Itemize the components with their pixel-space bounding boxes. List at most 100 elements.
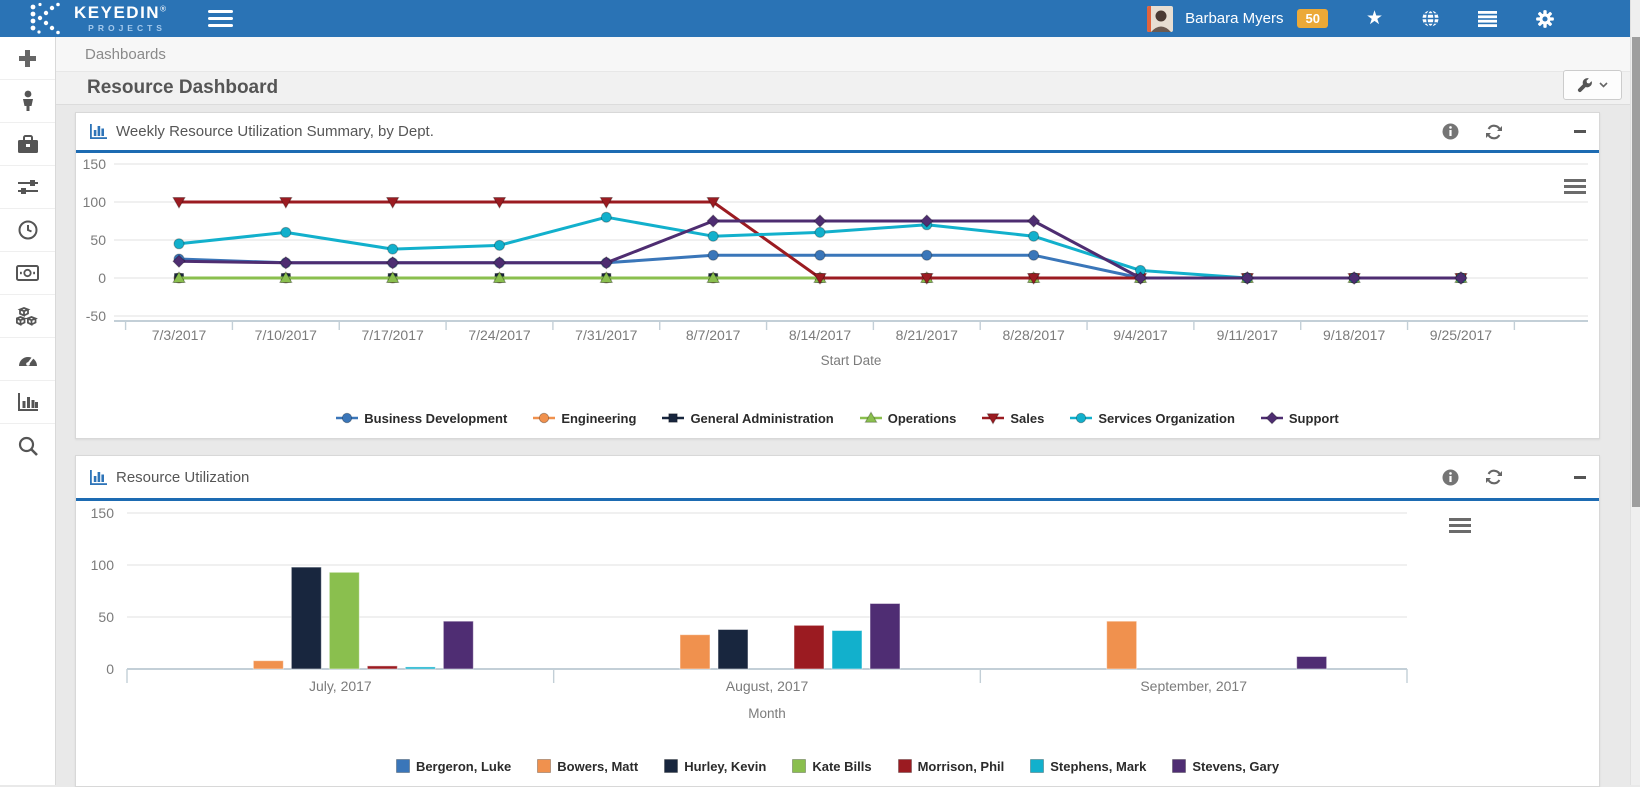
user-name[interactable]: Barbara Myers bbox=[1185, 10, 1284, 27]
brand-name: KEYEDIN bbox=[74, 3, 161, 23]
notification-count-badge[interactable]: 50 bbox=[1297, 9, 1328, 28]
briefcase-icon bbox=[17, 134, 38, 153]
search-icon bbox=[18, 436, 38, 456]
bar-chart-icon bbox=[17, 393, 38, 411]
sidebar-item-resources[interactable] bbox=[0, 80, 55, 123]
sidebar-item-dashboards[interactable] bbox=[0, 338, 55, 381]
sidebar-item-projects[interactable] bbox=[0, 123, 55, 166]
cubes-icon bbox=[15, 307, 38, 326]
info-icon[interactable] bbox=[1442, 123, 1459, 140]
legend-item[interactable]: Business Development bbox=[336, 410, 507, 426]
svg-text:-50: -50 bbox=[86, 308, 106, 324]
brand-subtitle: PROJECTS bbox=[88, 23, 166, 34]
sidebar-item-reports[interactable] bbox=[0, 381, 55, 424]
svg-text:8/7/2017: 8/7/2017 bbox=[686, 327, 741, 343]
sidebar-item-add[interactable] bbox=[0, 37, 55, 80]
legend-item[interactable]: Support bbox=[1260, 410, 1339, 426]
sidebar-item-time[interactable] bbox=[0, 209, 55, 252]
sidebar-item-search[interactable] bbox=[0, 424, 55, 467]
legend-item[interactable]: Kate Bills bbox=[792, 759, 872, 774]
chart-icon bbox=[90, 124, 107, 139]
svg-text:July, 2017: July, 2017 bbox=[309, 678, 372, 694]
clock-icon bbox=[18, 220, 37, 240]
svg-text:8/14/2017: 8/14/2017 bbox=[789, 327, 851, 343]
svg-text:Start Date: Start Date bbox=[821, 353, 882, 368]
chart-icon bbox=[90, 469, 107, 485]
legend-item[interactable]: Sales bbox=[982, 410, 1044, 426]
svg-text:7/17/2017: 7/17/2017 bbox=[362, 327, 424, 343]
sliders-icon bbox=[17, 180, 38, 194]
keyedin-dotted-k-icon bbox=[30, 2, 60, 34]
line-chart-legend: Business Development Engineering General A… bbox=[76, 398, 1599, 438]
plus-icon bbox=[19, 49, 36, 67]
user-avatar[interactable] bbox=[1147, 5, 1174, 32]
weekly-utilization-line-chart[interactable]: 150 100 50 0 -50 7/3/2017 7/10/2017 7/17/2017 7/… bbox=[76, 153, 1597, 393]
svg-text:9/11/2017: 9/11/2017 bbox=[1217, 327, 1278, 343]
keyedin-logo[interactable]: KEYEDIN® PROJECTS bbox=[28, 2, 166, 36]
brand-registered-mark: ® bbox=[160, 4, 166, 14]
wrench-icon bbox=[1577, 78, 1592, 93]
svg-text:150: 150 bbox=[83, 156, 107, 172]
minimize-icon[interactable] bbox=[1573, 125, 1587, 139]
globe-icon[interactable] bbox=[1421, 9, 1440, 28]
menu-hamburger-icon[interactable] bbox=[207, 9, 233, 28]
chart-context-menu-icon[interactable] bbox=[1564, 179, 1586, 195]
svg-text:9/18/2017: 9/18/2017 bbox=[1323, 327, 1385, 343]
star-icon[interactable]: ★ bbox=[1365, 8, 1383, 29]
svg-text:8/28/2017: 8/28/2017 bbox=[1002, 327, 1064, 343]
sidebar-item-settings[interactable] bbox=[0, 166, 55, 209]
chart-context-menu-icon[interactable] bbox=[1449, 518, 1471, 534]
legend-item[interactable]: Services Organization bbox=[1070, 410, 1235, 426]
panel-resource-utilization: Resource Utilization bbox=[75, 455, 1600, 787]
svg-text:7/3/2017: 7/3/2017 bbox=[152, 327, 207, 343]
refresh-icon[interactable] bbox=[1485, 469, 1503, 485]
gauge-icon bbox=[18, 355, 37, 366]
top-navigation-bar: KEYEDIN® PROJECTS Barbara Myers 50 ★ bbox=[0, 0, 1630, 37]
svg-text:150: 150 bbox=[91, 505, 115, 521]
breadcrumb[interactable]: Dashboards bbox=[85, 45, 166, 63]
svg-text:50: 50 bbox=[90, 232, 106, 248]
avatar-person-image bbox=[1151, 10, 1172, 32]
main-content: Dashboards Resource Dashboard Weekly Res… bbox=[56, 37, 1630, 787]
panel-weekly-resource-utilization: Weekly Resource Utilization Summary, by … bbox=[75, 112, 1600, 439]
legend-item[interactable]: Morrison, Phil bbox=[897, 759, 1004, 774]
minimize-icon[interactable] bbox=[1573, 470, 1587, 484]
svg-text:8/21/2017: 8/21/2017 bbox=[896, 327, 958, 343]
resource-utilization-bar-chart[interactable]: 150 100 50 0 July, 2017 August, 2017 September… bbox=[76, 501, 1597, 741]
left-sidebar bbox=[0, 37, 56, 785]
legend-item[interactable]: Operations bbox=[859, 410, 956, 426]
legend-item[interactable]: Engineering bbox=[533, 410, 636, 426]
bar-chart-legend: Bergeron, Luke Bowers, Matt Hurley, Kevin K… bbox=[76, 746, 1599, 786]
list-icon[interactable] bbox=[1478, 10, 1497, 27]
page-title: Resource Dashboard bbox=[87, 77, 279, 98]
line-chart-area[interactable]: 150 100 50 0 -50 7/3/2017 7/10/2017 7/17/2017 7/… bbox=[76, 153, 1599, 398]
scrollbar-thumb[interactable] bbox=[1632, 37, 1640, 507]
svg-text:0: 0 bbox=[98, 270, 106, 286]
dashboard-tools-button[interactable] bbox=[1563, 70, 1622, 100]
sidebar-item-expenses[interactable] bbox=[0, 252, 55, 295]
legend-item[interactable]: Stephens, Mark bbox=[1030, 759, 1146, 774]
svg-text:August, 2017: August, 2017 bbox=[726, 678, 809, 694]
legend-item[interactable]: Hurley, Kevin bbox=[664, 759, 766, 774]
legend-item[interactable]: Stevens, Gary bbox=[1172, 759, 1279, 774]
legend-item[interactable]: General Administration bbox=[662, 410, 834, 426]
chevron-down-icon bbox=[1599, 82, 1608, 88]
gear-icon[interactable] bbox=[1535, 9, 1555, 29]
panel-title: Resource Utilization bbox=[116, 468, 250, 486]
sidebar-item-products[interactable] bbox=[0, 295, 55, 338]
info-icon[interactable] bbox=[1442, 469, 1459, 486]
refresh-icon[interactable] bbox=[1485, 124, 1503, 140]
person-icon bbox=[22, 90, 33, 111]
svg-text:50: 50 bbox=[98, 609, 114, 625]
svg-text:9/4/2017: 9/4/2017 bbox=[1113, 327, 1168, 343]
legend-item[interactable]: Bergeron, Luke bbox=[395, 759, 511, 774]
svg-text:Month: Month bbox=[748, 706, 786, 721]
svg-text:100: 100 bbox=[91, 557, 115, 573]
svg-text:100: 100 bbox=[83, 194, 107, 210]
bar-chart-area[interactable]: 150 100 50 0 July, 2017 August, 2017 September… bbox=[76, 501, 1599, 746]
legend-item[interactable]: Bowers, Matt bbox=[537, 759, 638, 774]
vertical-scrollbar[interactable] bbox=[1630, 0, 1640, 785]
svg-text:9/25/2017: 9/25/2017 bbox=[1430, 327, 1492, 343]
money-icon bbox=[16, 265, 39, 281]
svg-text:September, 2017: September, 2017 bbox=[1140, 678, 1247, 694]
